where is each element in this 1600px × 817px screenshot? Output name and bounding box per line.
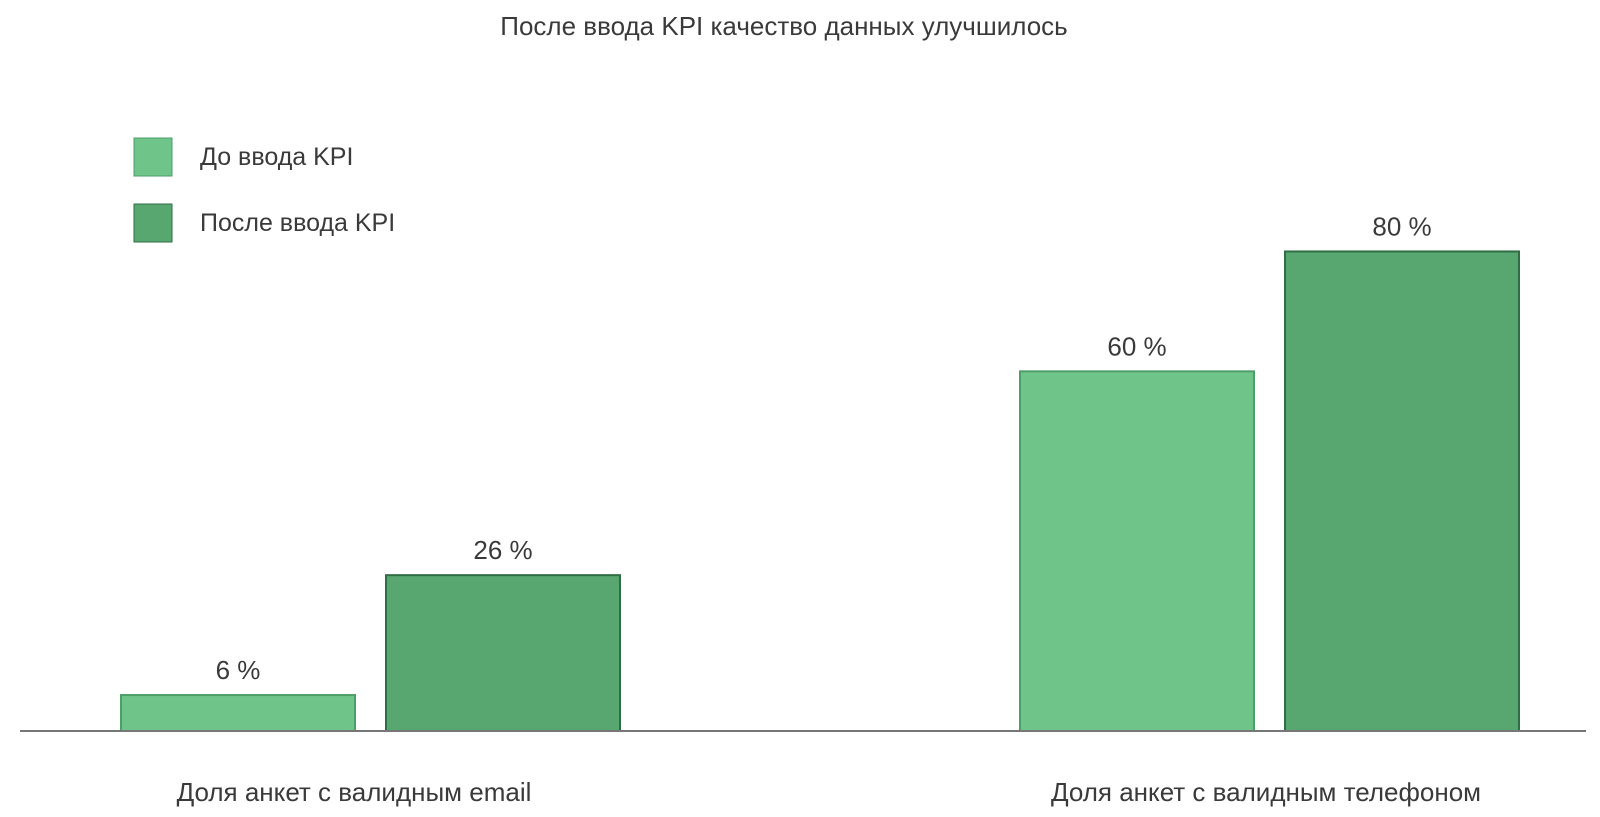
value-labels-group: 6 % 26 % 60 % 80 % (216, 211, 1432, 685)
legend-label-after: После ввода KPI (200, 209, 395, 237)
value-label-phone-after: 80 % (1372, 211, 1431, 241)
bars-group (120, 250, 1520, 733)
bar-phone-before (1019, 370, 1255, 732)
value-label-email-after: 26 % (473, 535, 532, 565)
bar-email-after (385, 574, 621, 733)
bar-phone-after (1284, 250, 1520, 733)
category-labels-group: Доля анкет с валидным email Доля анкет с… (177, 777, 1481, 807)
bar-email-before (120, 694, 356, 732)
category-label-phone: Доля анкет с валидным телефоном (1051, 777, 1481, 807)
legend: До ввода KPI После ввода KPI (133, 137, 395, 243)
value-label-email-before: 6 % (216, 655, 261, 685)
chart-title: После ввода KPI качество данных улучшило… (500, 11, 1067, 41)
value-label-phone-before: 60 % (1107, 331, 1166, 361)
legend-item-after: После ввода KPI (133, 203, 395, 243)
category-label-email: Доля анкет с валидным email (177, 777, 532, 807)
legend-swatch-before (133, 137, 173, 177)
legend-swatch-after (133, 203, 173, 243)
legend-label-before: До ввода KPI (200, 143, 353, 171)
legend-item-before: До ввода KPI (133, 137, 353, 177)
